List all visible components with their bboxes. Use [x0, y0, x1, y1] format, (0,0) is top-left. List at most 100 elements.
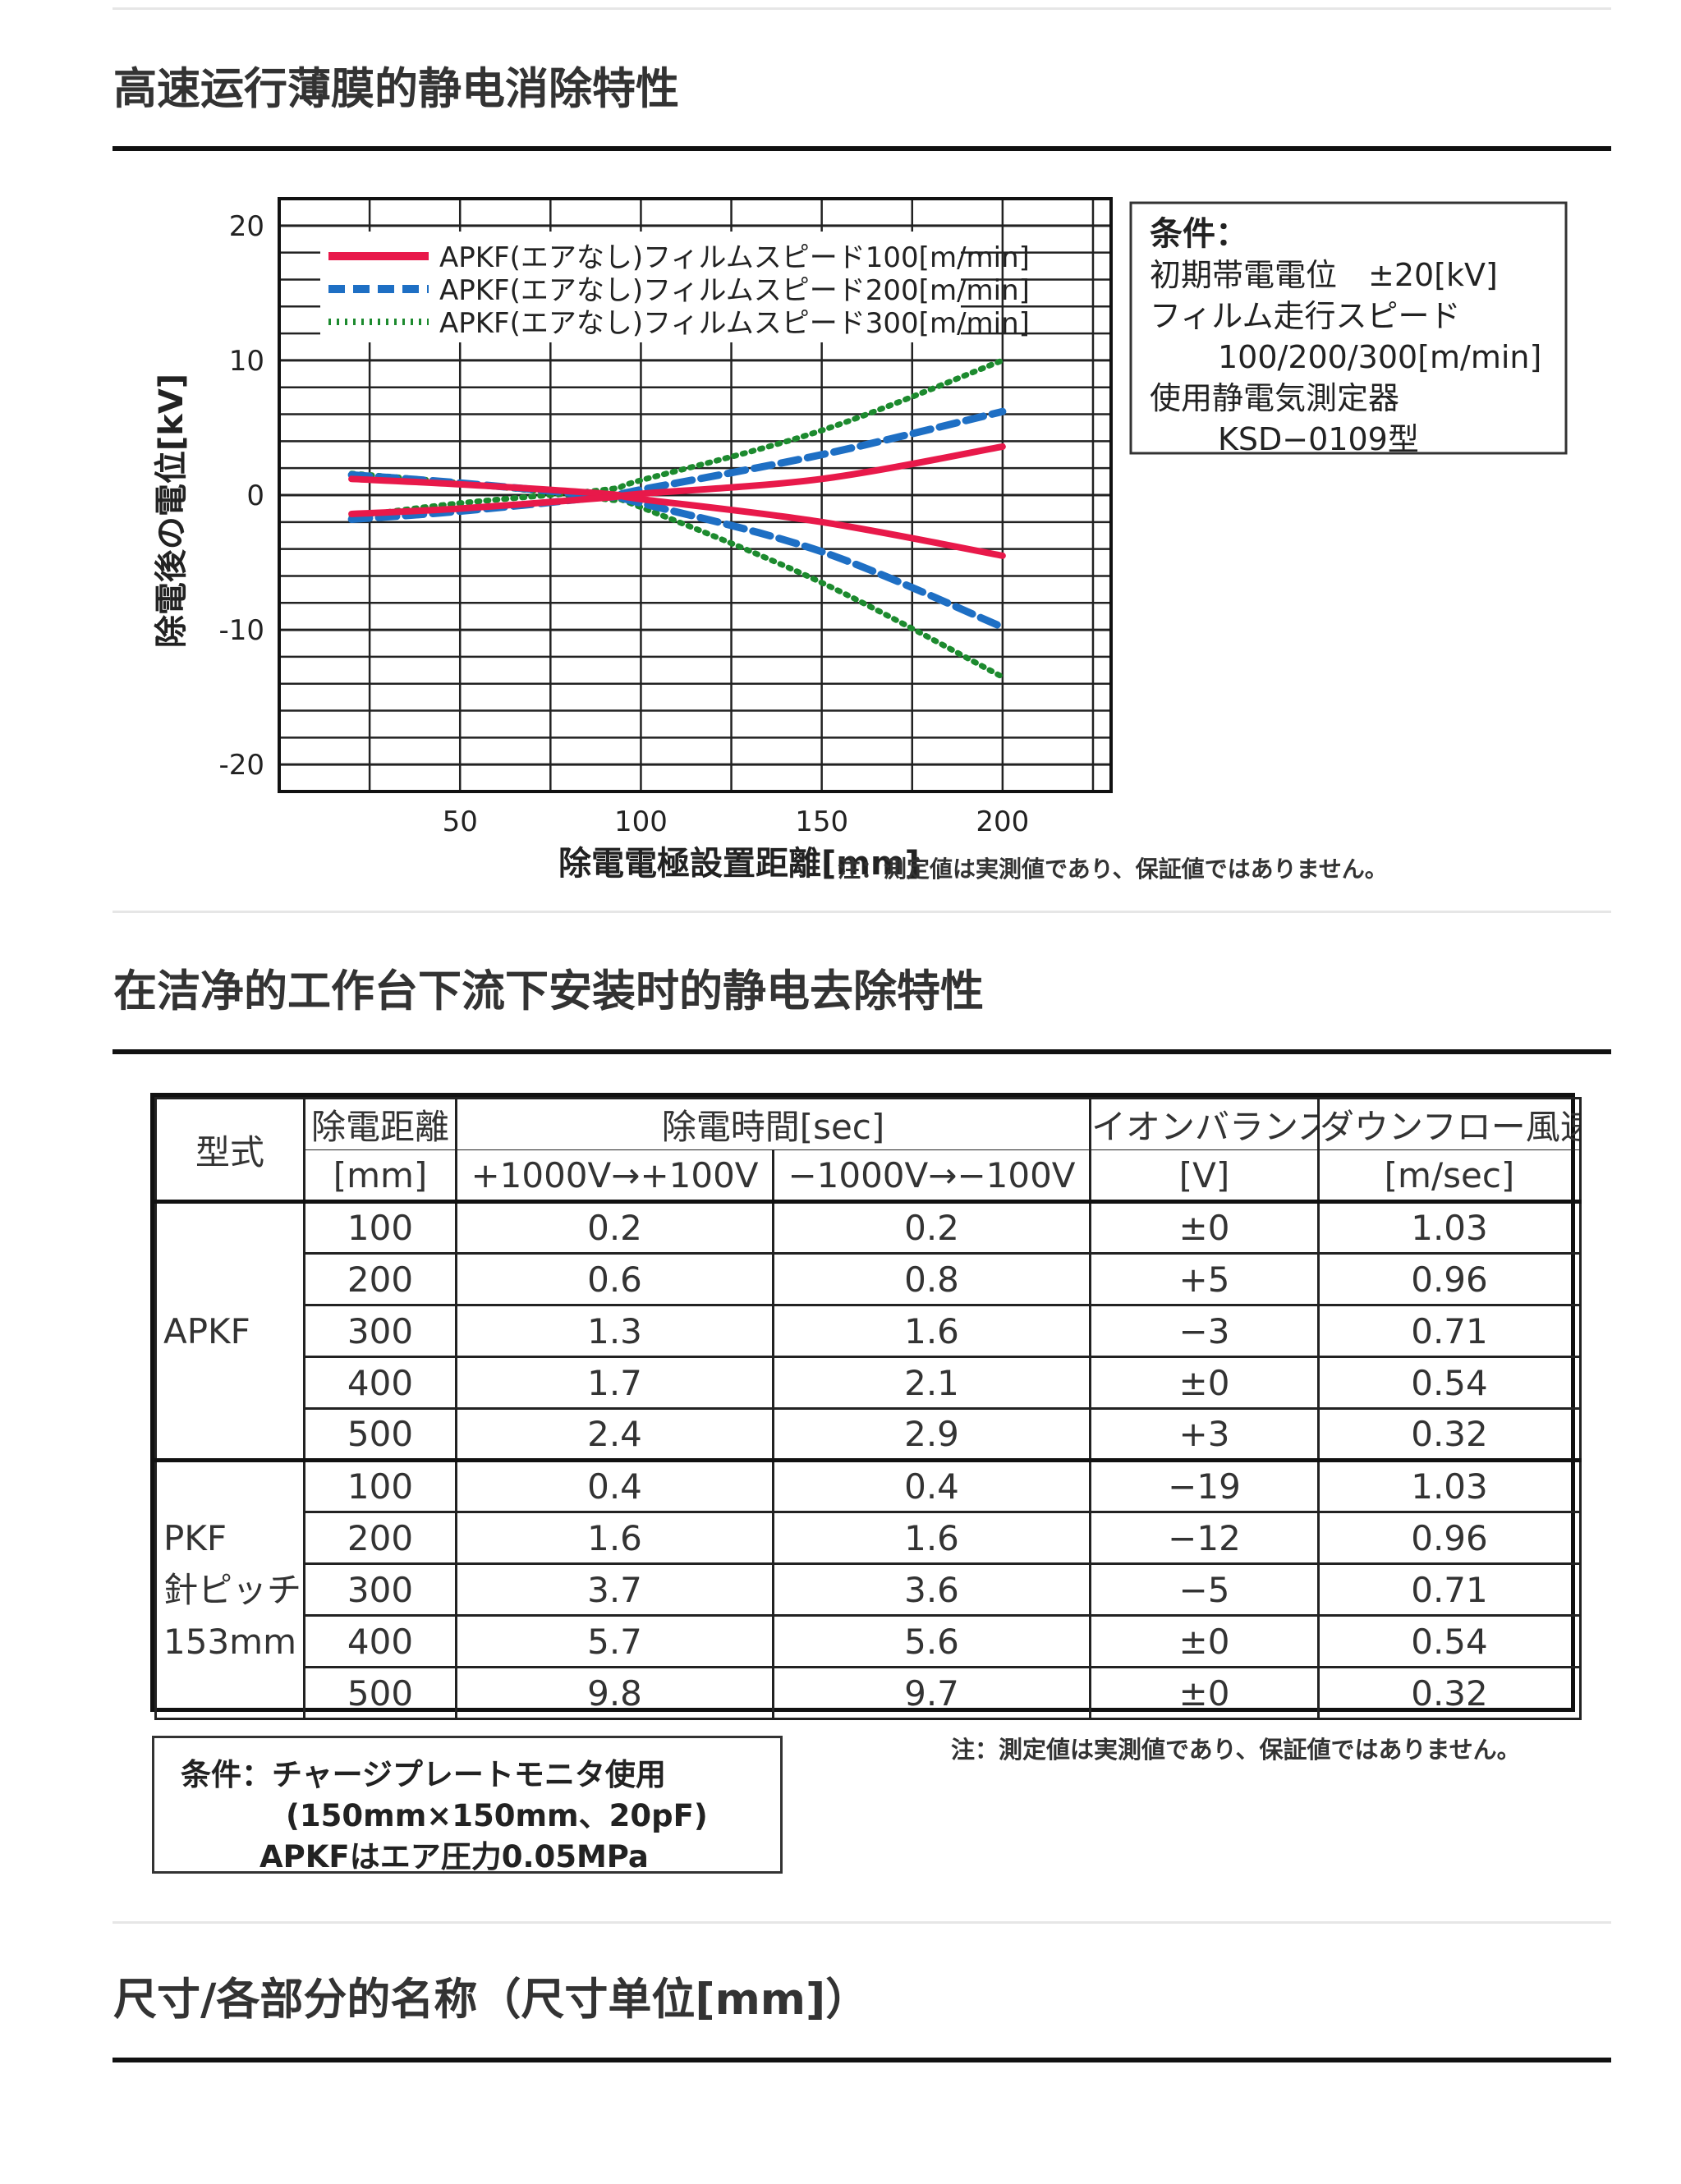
cell-balance: ±0	[1089, 1356, 1320, 1410]
header-distance: 除電距離	[303, 1097, 457, 1150]
x-tick-label: 150	[795, 805, 848, 838]
condition-table-line-1: 条件：チャージプレートモニタ使用	[181, 1757, 666, 1792]
cell-time-pos: 9.8	[455, 1666, 774, 1720]
cell-time-neg: 3.6	[772, 1562, 1091, 1617]
series-line-solid	[348, 443, 1006, 517]
y-tick-label: 10	[229, 345, 264, 378]
header-balance-unit: [V]	[1089, 1149, 1320, 1203]
series-line-dotted	[348, 357, 1006, 520]
cell-flow: 0.54	[1317, 1356, 1582, 1410]
section-rule-dimensions	[113, 2058, 1611, 2062]
divider-mid	[113, 911, 1611, 913]
x-tick-label: 200	[976, 805, 1029, 838]
cell-balance: ±0	[1089, 1666, 1320, 1720]
header-flow-unit: [m/sec]	[1317, 1149, 1582, 1203]
cell-time-pos: 2.4	[455, 1407, 774, 1461]
header-flow: ダウンフロー風速	[1317, 1097, 1582, 1150]
cell-balance: +3	[1089, 1407, 1320, 1461]
y-tick-label: -20	[218, 749, 264, 782]
section-title-cleanbench: 在洁净的工作台下流下安装时的静电去除特性	[113, 966, 984, 1016]
condition-table-line-3: APKFはエア圧力0.05MPa	[259, 1839, 649, 1874]
group-label-pkf-name: PKF	[163, 1518, 227, 1558]
cell-flow: 0.71	[1317, 1304, 1582, 1358]
legend-label-200: APKF(エアなし)フィルムスピード200[m/min]	[439, 274, 1030, 307]
table-row: PKF 針ピッチ 153mm 100 0.4 0.4 −19 1.03	[154, 1458, 1582, 1720]
cell-time-neg: 0.4	[772, 1458, 1091, 1513]
table-row: 300 1.3 1.6 −3 0.71	[156, 1304, 1582, 1358]
cell-balance: −5	[1089, 1562, 1320, 1617]
cell-time-neg: 0.8	[772, 1252, 1091, 1306]
cell-time-pos: 0.4	[455, 1458, 774, 1513]
condition-line-2: フィルム走行スピード	[1150, 298, 1460, 334]
table-row: 200 0.6 0.8 +5 0.96	[156, 1252, 1582, 1306]
cell-distance: 500	[303, 1666, 457, 1720]
y-axis-label: 除電後の電位[kV]	[153, 374, 191, 648]
header-balance: イオンバランス	[1089, 1097, 1320, 1150]
section-rule-film	[113, 146, 1611, 151]
y-tick-label: 20	[229, 210, 264, 243]
plot-frame	[278, 197, 1113, 793]
performance-table: 型式 除電距離 除電時間[sec] イオンバランス ダウンフロー風速 [mm] …	[150, 1093, 1582, 1720]
y-tick-labels: 20 10 0 -10 -20	[218, 210, 264, 782]
cell-flow: 0.32	[1317, 1407, 1582, 1461]
section-title-film: 高速运行薄膜的静电消除特性	[113, 64, 679, 114]
legend-label-100: APKF(エアなし)フィルムスピード100[m/min]	[439, 241, 1030, 274]
cell-distance: 200	[303, 1511, 457, 1565]
cell-time-pos: 1.7	[455, 1356, 774, 1410]
condition-box-table: 条件：チャージプレートモニタ使用 (150mm×150mm、20pF) APKF…	[152, 1736, 783, 1874]
cell-time-neg: 2.9	[772, 1407, 1091, 1461]
group-label-apkf: APKF	[154, 1200, 305, 1461]
cell-time-neg: 1.6	[772, 1304, 1091, 1358]
cell-time-pos: 5.7	[455, 1614, 774, 1668]
cell-flow: 0.32	[1317, 1666, 1582, 1720]
condition-table-line-2: (150mm×150mm、20pF)	[286, 1798, 708, 1833]
cell-time-pos: 3.7	[455, 1562, 774, 1617]
group-label-pkf-pitch: 針ピッチ	[163, 1570, 302, 1610]
table-row: 200 1.6 1.6 −12 0.96	[156, 1511, 1582, 1565]
group-label-pkf: PKF 針ピッチ 153mm	[154, 1458, 305, 1720]
chart-legend: APKF(エアなし)フィルムスピード100[m/min] APKF(エアなし)フ…	[320, 232, 1030, 342]
condition-title: 条件：	[1150, 215, 1248, 253]
x-tick-label: 100	[614, 805, 668, 838]
cell-distance: 400	[303, 1614, 457, 1668]
divider-bottom	[113, 1921, 1611, 1924]
header-time-pos: +1000V→+100V	[455, 1149, 774, 1203]
cell-time-pos: 0.6	[455, 1252, 774, 1306]
cell-time-neg: 0.2	[772, 1200, 1091, 1255]
condition-line-3: 100/200/300[m/min]	[1218, 339, 1541, 375]
table-row: 400 1.7 2.1 ±0 0.54	[156, 1356, 1582, 1410]
table-row: 400 5.7 5.6 ±0 0.54	[156, 1614, 1582, 1668]
condition-line-1: 初期帯電電位 ±20[kV]	[1150, 257, 1498, 293]
cell-time-neg: 9.7	[772, 1666, 1091, 1720]
cell-flow: 0.96	[1317, 1252, 1582, 1306]
cell-balance: ±0	[1089, 1200, 1320, 1255]
table-note: 注：測定値は実測値であり、保証値ではありません。	[951, 1736, 1521, 1764]
cell-balance: +5	[1089, 1252, 1320, 1306]
group-label-pkf-pitch-value: 153mm	[163, 1622, 296, 1662]
header-distance-unit: [mm]	[303, 1149, 457, 1203]
x-tick-labels: 50 100 150 200	[443, 805, 1030, 838]
header-time-neg: −1000V→−100V	[772, 1149, 1091, 1203]
table-row: 300 3.7 3.6 −5 0.71	[156, 1562, 1582, 1617]
legend-label-300: APKF(エアなし)フィルムスピード300[m/min]	[439, 307, 1030, 340]
section-rule-cleanbench	[113, 1049, 1611, 1054]
cell-flow: 0.71	[1317, 1562, 1582, 1617]
cell-distance: 300	[303, 1304, 457, 1358]
cell-flow: 1.03	[1317, 1200, 1582, 1255]
cell-time-pos: 1.3	[455, 1304, 774, 1358]
cell-time-pos: 1.6	[455, 1511, 774, 1565]
cell-distance: 100	[303, 1200, 457, 1255]
condition-box-chart: 条件： 初期帯電電位 ±20[kV] フィルム走行スピード 100/200/30…	[1129, 201, 1568, 457]
cell-balance: −12	[1089, 1511, 1320, 1565]
cell-distance: 100	[303, 1458, 457, 1513]
cell-balance: −19	[1089, 1458, 1320, 1513]
cell-time-neg: 2.1	[772, 1356, 1091, 1410]
table-row: 500 2.4 2.9 +3 0.32	[156, 1407, 1582, 1461]
cell-time-pos: 0.2	[455, 1200, 774, 1255]
divider-top	[113, 7, 1611, 10]
condition-frame	[1129, 201, 1568, 455]
cell-distance: 500	[303, 1407, 457, 1461]
cell-flow: 1.03	[1317, 1458, 1582, 1513]
cell-distance: 400	[303, 1356, 457, 1410]
